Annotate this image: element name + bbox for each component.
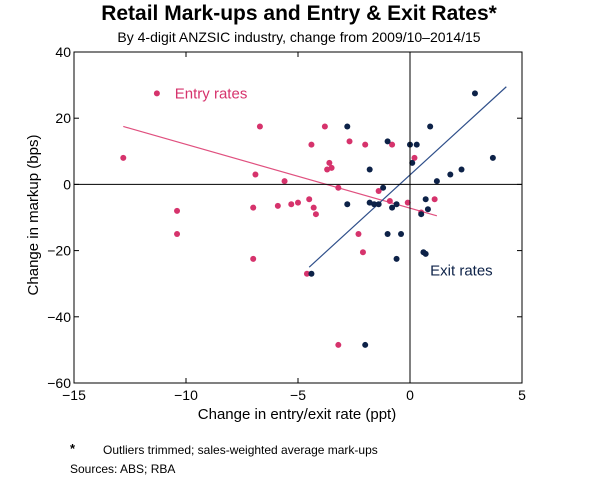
data-point xyxy=(308,270,315,277)
data-point xyxy=(386,197,393,204)
data-point xyxy=(384,231,391,238)
data-point xyxy=(393,255,400,262)
data-point xyxy=(384,138,391,145)
data-point xyxy=(489,154,496,161)
data-point xyxy=(424,206,431,213)
data-point xyxy=(355,231,362,238)
data-point xyxy=(418,211,425,218)
data-point xyxy=(120,154,127,161)
y-tick-label: −40 xyxy=(47,309,71,325)
data-point xyxy=(375,201,382,208)
trendline xyxy=(123,125,438,217)
data-point xyxy=(431,196,438,203)
data-point xyxy=(335,341,342,348)
data-point xyxy=(366,166,373,173)
data-point xyxy=(306,196,313,203)
data-point xyxy=(328,164,335,171)
y-tick-label: −60 xyxy=(47,375,71,391)
data-point xyxy=(312,211,319,218)
data-point xyxy=(409,159,416,166)
chart-title: Retail Mark-ups and Entry & Exit Rates* xyxy=(101,2,497,25)
footnote-marker: * xyxy=(70,441,76,456)
x-tick-label: −15 xyxy=(62,387,86,403)
data-point xyxy=(335,184,342,191)
trendlines xyxy=(123,86,507,268)
data-point xyxy=(393,201,400,208)
axes xyxy=(73,51,523,384)
data-point xyxy=(411,154,418,161)
data-point xyxy=(422,250,429,257)
data-point xyxy=(174,231,181,238)
data-point xyxy=(310,204,317,211)
data-point xyxy=(346,138,353,145)
data-point xyxy=(174,207,181,214)
trendline xyxy=(308,86,507,268)
chart-subtitle: By 4-digit ANZSIC industry, change from … xyxy=(117,29,481,45)
footnote-text: Outliers trimmed; sales-weighted average… xyxy=(103,443,378,457)
data-point xyxy=(413,141,420,148)
data-point xyxy=(447,171,454,178)
data-point xyxy=(389,204,396,211)
tick-labels: −15 −10 −5 0 5 −60 −40 −20 0 20 40 xyxy=(47,44,526,403)
data-point xyxy=(252,171,259,178)
data-point xyxy=(295,199,301,206)
data-points xyxy=(120,90,496,348)
data-point xyxy=(433,178,440,185)
data-point xyxy=(422,196,429,203)
data-point xyxy=(321,123,328,130)
data-point xyxy=(250,204,257,211)
data-point xyxy=(404,199,411,206)
series-annotation: Exit rates xyxy=(430,262,493,279)
x-axis-label: Change in entry/exit rate (ppt) xyxy=(198,406,396,423)
x-tick-label: −10 xyxy=(174,387,198,403)
data-point xyxy=(371,201,378,208)
y-axis-label: Change in markup (bps) xyxy=(25,135,42,296)
x-tick-label: 5 xyxy=(518,387,526,403)
data-point xyxy=(250,255,257,262)
data-point xyxy=(344,201,351,208)
sources-text: Sources: ABS; RBA xyxy=(70,462,176,476)
data-point xyxy=(362,341,369,348)
y-tick-label: −20 xyxy=(47,243,71,259)
data-point xyxy=(427,123,434,130)
y-tick-label: 40 xyxy=(55,44,71,60)
y-tick-label: 20 xyxy=(55,110,71,126)
data-point xyxy=(359,249,366,256)
data-point xyxy=(281,178,288,185)
data-point xyxy=(274,202,281,209)
data-point xyxy=(389,141,396,148)
data-point xyxy=(362,141,369,148)
x-tick-label: −5 xyxy=(290,387,306,403)
data-point xyxy=(471,90,478,97)
annotations: Entry rates Exit rates xyxy=(175,85,493,279)
plot-frame xyxy=(73,51,523,384)
data-point xyxy=(326,159,333,166)
data-point xyxy=(344,123,351,130)
data-point xyxy=(308,141,315,148)
data-point xyxy=(153,90,160,97)
data-point xyxy=(256,123,263,130)
data-point xyxy=(303,270,310,277)
data-point xyxy=(375,188,382,195)
series-annotation: Entry rates xyxy=(175,85,248,102)
data-point xyxy=(380,184,387,191)
data-point xyxy=(288,201,295,208)
y-tick-label: 0 xyxy=(63,176,71,192)
data-point xyxy=(458,166,465,173)
data-point xyxy=(398,231,405,238)
x-tick-label: 0 xyxy=(406,387,414,403)
